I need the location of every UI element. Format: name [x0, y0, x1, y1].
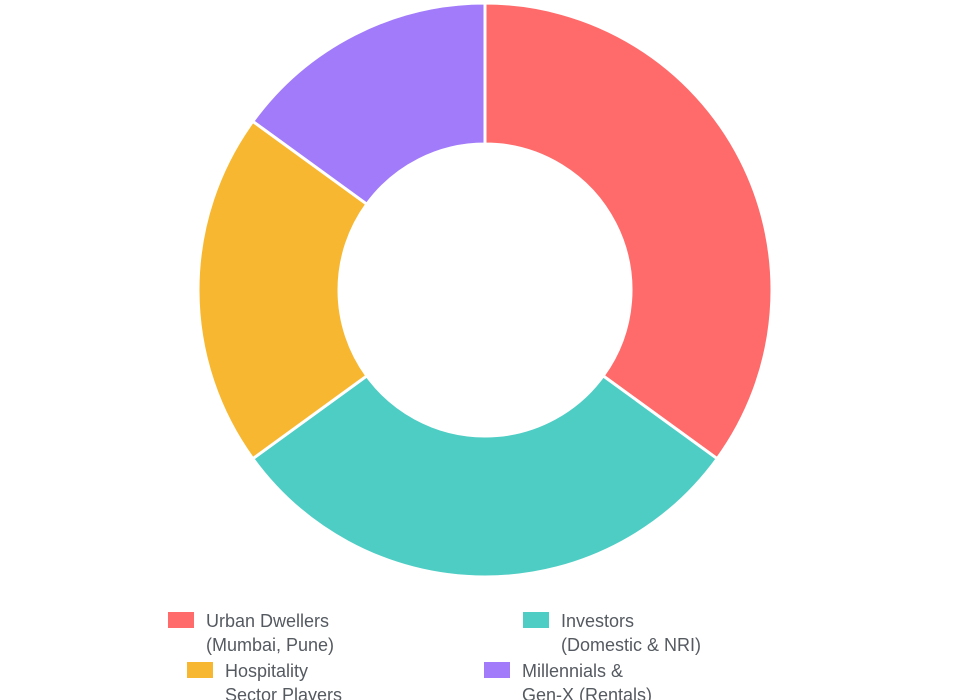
legend-label-line-1: Millennials &: [522, 661, 624, 681]
donut-slice-millennials[interactable]: [251, 1, 487, 206]
legend-label-line-2: Gen-X (Rentals): [522, 685, 653, 700]
legend-label-millennials: Millennials & Gen-X (Rentals): [522, 659, 652, 700]
legend-item-millennials[interactable]: Millennials & Gen-X (Rentals): [484, 659, 652, 700]
legend-swatch-investors: [523, 612, 549, 628]
legend-label-line-2: (Domestic & NRI): [561, 635, 702, 655]
legend-label-line-2: Sector Players: [225, 685, 343, 700]
legend-label-line-1: Hospitality: [225, 661, 309, 681]
donut-slice-hospitality[interactable]: [196, 119, 369, 461]
legend-label-urban-dwellers: Urban Dwellers (Mumbai, Pune): [206, 609, 334, 657]
legend-label-line-1: Investors: [561, 611, 635, 631]
donut-slice-urban-dwellers[interactable]: [483, 1, 774, 461]
legend-label-line-2: (Mumbai, Pune): [206, 635, 335, 655]
legend-label-hospitality: Hospitality Sector Players: [225, 659, 342, 700]
legend-swatch-hospitality: [187, 662, 213, 678]
donut-slice-investors[interactable]: [251, 374, 719, 579]
legend-label-line-1: Urban Dwellers: [206, 611, 330, 631]
legend-swatch-millennials: [484, 662, 510, 678]
legend-item-hospitality[interactable]: Hospitality Sector Players: [187, 659, 342, 700]
legend-swatch-urban-dwellers: [168, 612, 194, 628]
legend-item-investors[interactable]: Investors (Domestic & NRI): [523, 609, 701, 657]
legend-label-investors: Investors (Domestic & NRI): [561, 609, 701, 657]
legend-item-urban-dwellers[interactable]: Urban Dwellers (Mumbai, Pune): [168, 609, 334, 657]
